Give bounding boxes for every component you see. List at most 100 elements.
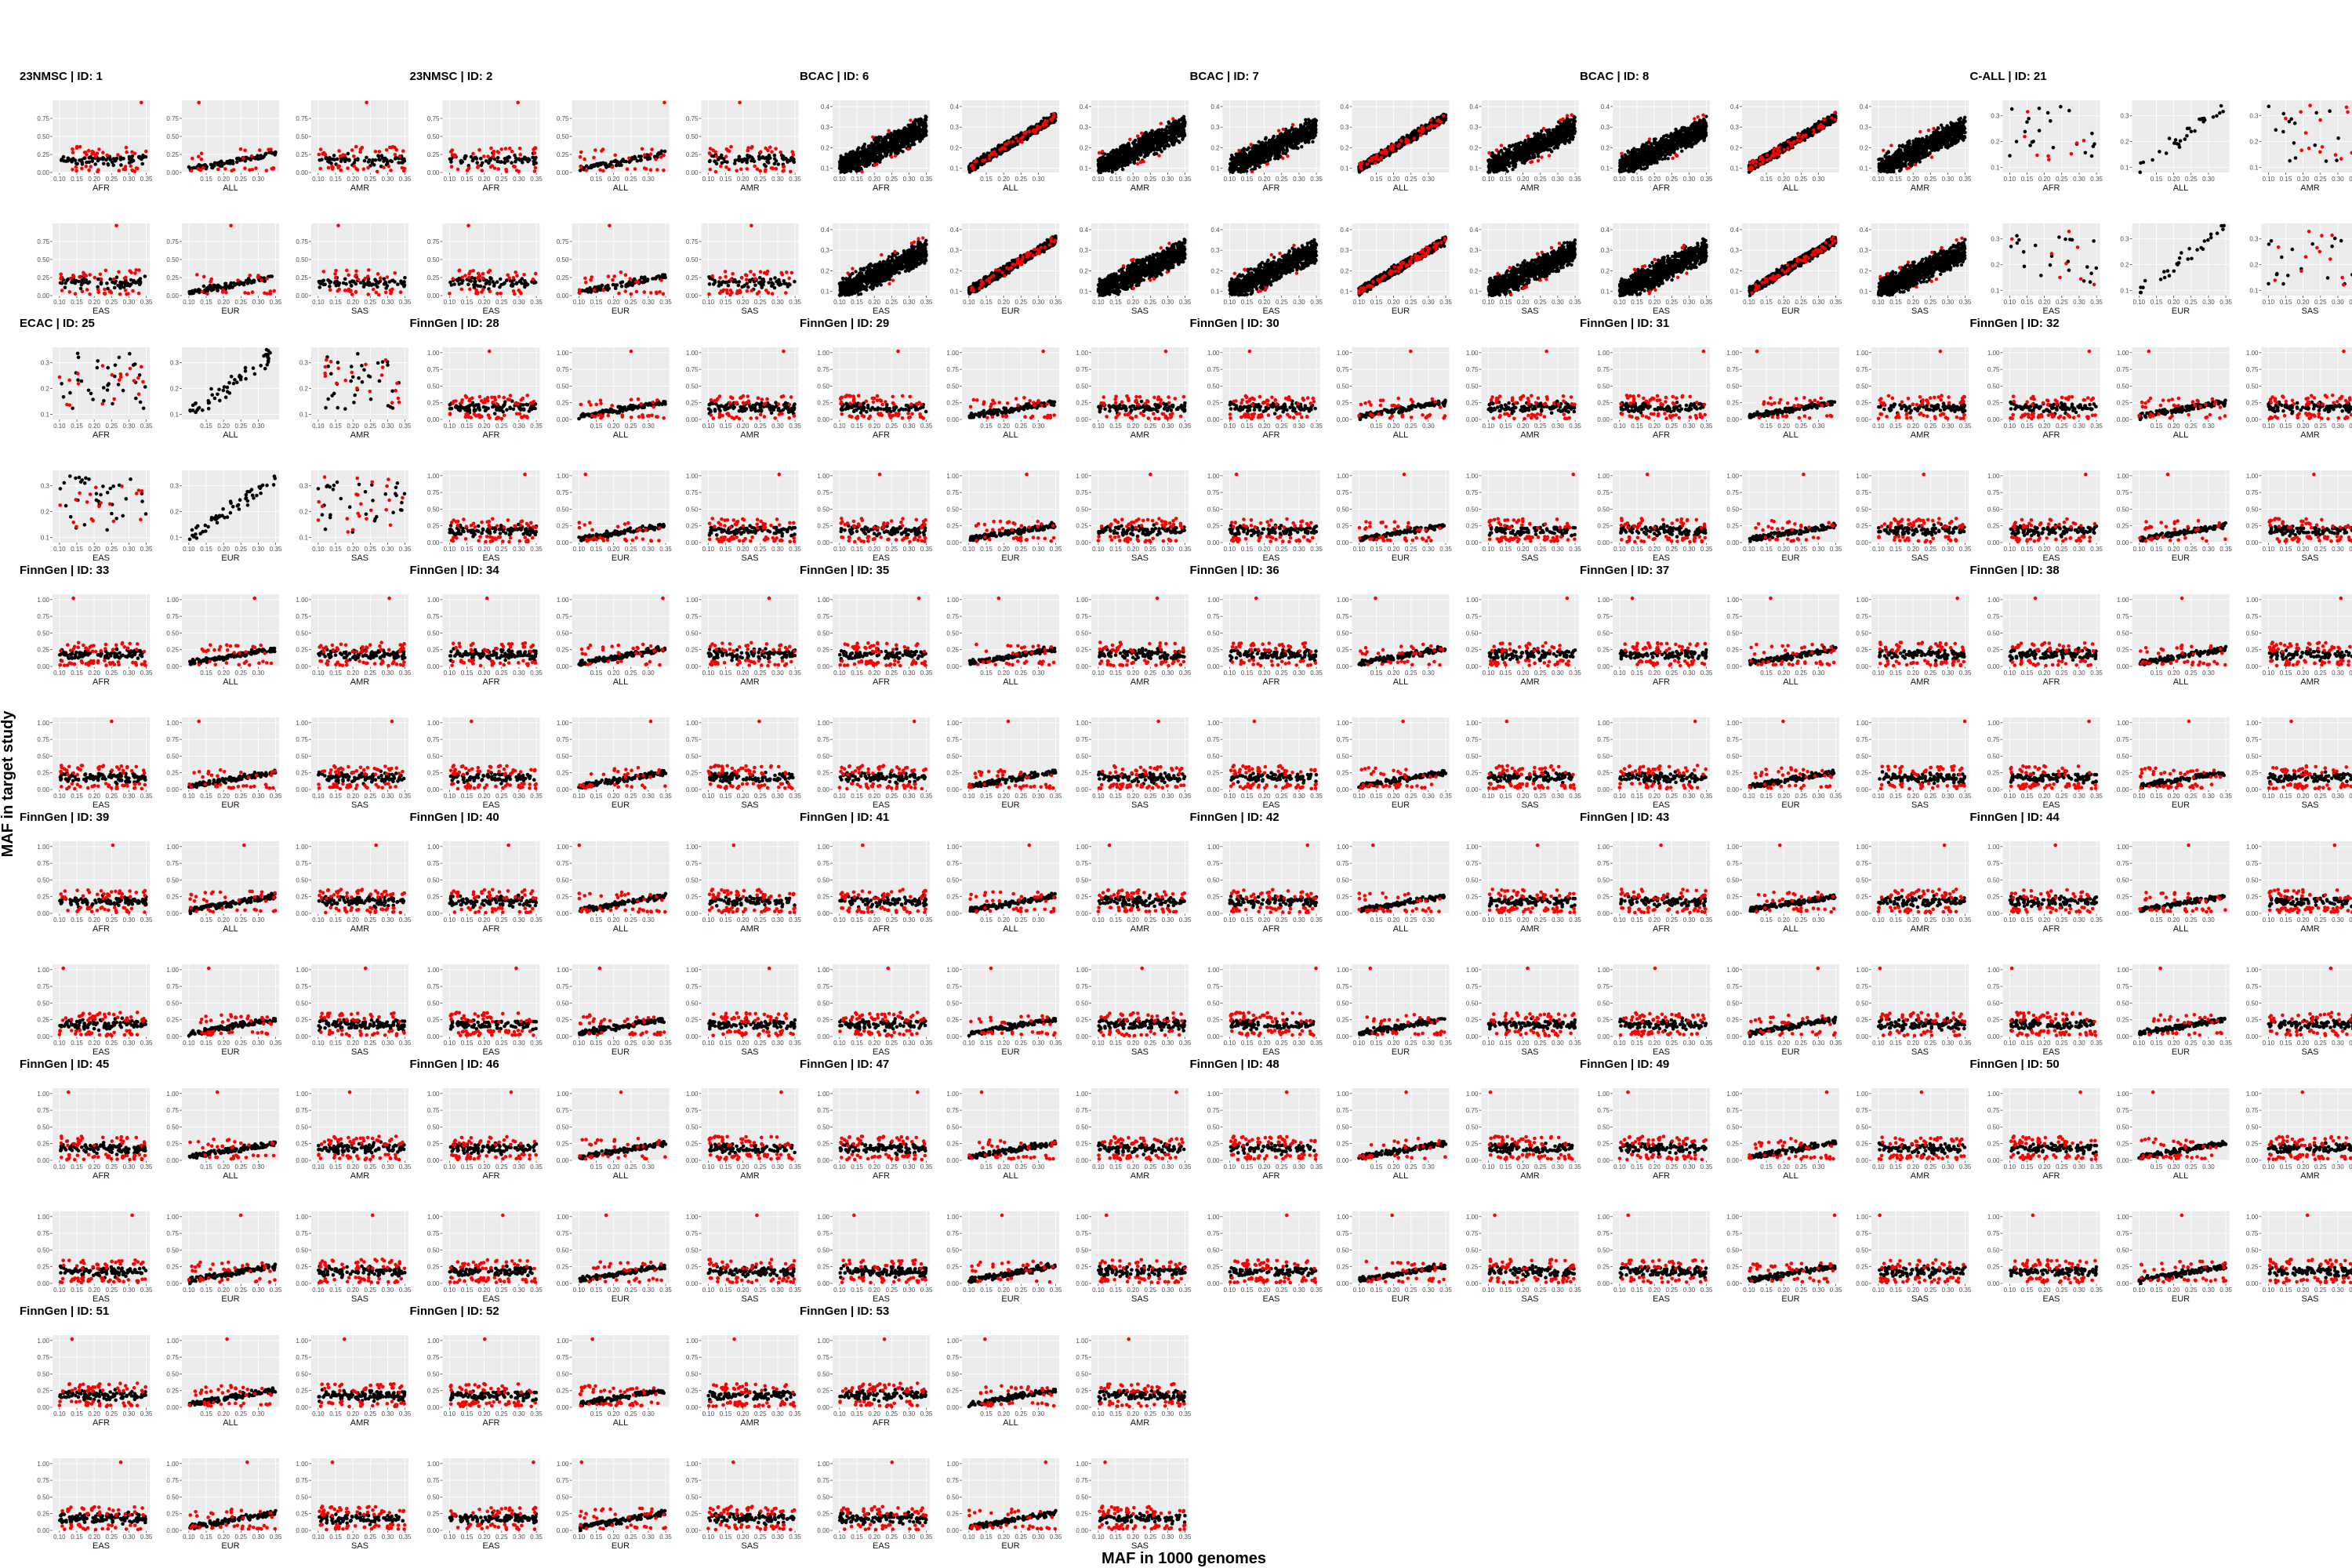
outlier-point bbox=[366, 166, 370, 170]
outlier-point bbox=[515, 169, 519, 172]
outlier-point bbox=[131, 289, 135, 293]
data-point bbox=[1115, 148, 1118, 151]
data-point bbox=[254, 156, 258, 160]
outlier-point bbox=[85, 288, 89, 292]
x-tick-label: 0.30 bbox=[513, 299, 525, 306]
data-point bbox=[532, 162, 536, 166]
outlier-point bbox=[506, 274, 510, 278]
outlier-point bbox=[124, 165, 128, 169]
data-point bbox=[916, 125, 919, 129]
outlier-point bbox=[205, 292, 209, 296]
y-tick-label: 0.50 bbox=[686, 133, 699, 140]
data-point bbox=[515, 281, 519, 285]
data-point bbox=[86, 281, 90, 285]
y-tick-label: 0.75 bbox=[427, 115, 440, 122]
study-block: 23NMSC | ID: 20.10 0.15 0.20 0.25 0.30 0.350.… bbox=[410, 70, 802, 316]
data-point bbox=[485, 279, 489, 283]
outlier-point bbox=[118, 292, 122, 296]
outlier-point bbox=[91, 150, 95, 154]
data-point bbox=[773, 162, 777, 166]
data-point bbox=[144, 155, 148, 159]
x-tick-label: 0.15 bbox=[329, 299, 342, 306]
outlier-point bbox=[71, 147, 74, 151]
outlier-point bbox=[488, 269, 492, 273]
outlier-point bbox=[87, 169, 91, 172]
outlier-point bbox=[1014, 136, 1018, 140]
outlier-point bbox=[265, 277, 269, 281]
x-tick-label: 0.10 bbox=[183, 299, 195, 306]
y-tick-label: 0.75 bbox=[37, 238, 49, 245]
outlier-point bbox=[613, 154, 617, 158]
data-point bbox=[653, 277, 657, 281]
outlier-point bbox=[1004, 147, 1007, 151]
panel-x-axis-title: AMR bbox=[740, 183, 760, 193]
data-point bbox=[924, 131, 927, 134]
data-point bbox=[865, 148, 868, 151]
outlier-point bbox=[641, 147, 644, 151]
data-point bbox=[1133, 162, 1136, 165]
data-point bbox=[223, 162, 227, 166]
data-point bbox=[881, 138, 884, 141]
data-point bbox=[861, 147, 864, 150]
outlier-point bbox=[746, 149, 750, 153]
x-tick-label: 0.25 bbox=[105, 299, 118, 306]
outlier-point bbox=[480, 169, 484, 172]
outlier-point bbox=[724, 154, 728, 158]
outlier-point bbox=[124, 289, 128, 292]
x-tick-label: 0.15 bbox=[200, 299, 212, 306]
outlier-point bbox=[201, 290, 205, 294]
outlier-point bbox=[753, 277, 757, 281]
figure-x-axis-label: MAF in 1000 genomes bbox=[1102, 1550, 1266, 1567]
outlier-point bbox=[763, 271, 767, 275]
scatter-panel-eas: 0.10 0.15 0.20 0.25 0.30 0.350.10.20.30.4EAS bbox=[821, 223, 933, 316]
x-tick-label: 0.15 bbox=[720, 299, 732, 306]
outlier-point bbox=[321, 152, 325, 156]
outlier-point bbox=[467, 272, 471, 276]
outlier-point bbox=[481, 272, 485, 276]
outlier-point bbox=[601, 147, 605, 151]
data-point bbox=[59, 281, 63, 285]
data-point bbox=[660, 149, 664, 153]
outlier-point bbox=[318, 167, 322, 171]
x-tick-label: 0.35 bbox=[140, 176, 153, 183]
data-point bbox=[1165, 144, 1168, 147]
outlier-point bbox=[224, 291, 228, 295]
outlier-point bbox=[860, 170, 863, 173]
data-point bbox=[517, 157, 521, 161]
y-tick-label: 0.25 bbox=[686, 274, 699, 281]
data-point bbox=[108, 278, 112, 281]
x-tick-label: 0.10 bbox=[702, 299, 715, 306]
y-tick-label: 0.75 bbox=[557, 115, 569, 122]
data-point bbox=[773, 276, 777, 280]
x-tick-label: 0.20 bbox=[997, 176, 1010, 183]
data-point bbox=[1166, 132, 1169, 135]
outlier-point bbox=[579, 155, 583, 159]
outlier-point bbox=[318, 153, 321, 157]
outlier-point bbox=[236, 278, 240, 282]
x-tick-label: 0.15 bbox=[720, 176, 732, 183]
outlier-point bbox=[643, 166, 647, 170]
y-tick-label: 0.75 bbox=[166, 238, 179, 245]
outlier-point bbox=[209, 280, 212, 284]
outlier-point bbox=[59, 273, 63, 277]
y-tick-label: 0.3 bbox=[950, 124, 960, 131]
data-point bbox=[883, 148, 886, 151]
outlier-point bbox=[533, 151, 537, 155]
data-point bbox=[1111, 158, 1114, 161]
outlier-point bbox=[250, 154, 254, 158]
outlier-point bbox=[775, 167, 779, 171]
outlier-point bbox=[362, 167, 366, 171]
data-point bbox=[62, 155, 66, 159]
data-point bbox=[460, 281, 464, 285]
study-blocks: 23NMSC | ID: 10.10 0.15 0.20 0.25 0.30 0.350.… bbox=[20, 70, 2352, 1551]
y-tick-label: 0.75 bbox=[686, 238, 699, 245]
data-point bbox=[521, 158, 524, 162]
y-tick-label: 0.25 bbox=[166, 274, 179, 281]
outlier-point bbox=[729, 145, 733, 149]
y-tick-label: 0.00 bbox=[557, 292, 569, 299]
data-point bbox=[900, 143, 903, 146]
data-point bbox=[205, 165, 209, 169]
data-point bbox=[333, 281, 337, 285]
outlier-point bbox=[202, 275, 206, 279]
